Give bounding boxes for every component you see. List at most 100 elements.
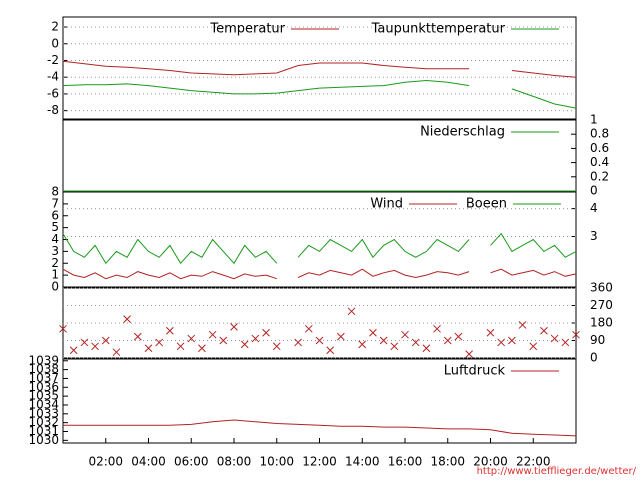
- y-tick-label: 4: [51, 232, 59, 246]
- scatter-point: [59, 324, 67, 333]
- y-tick-label: 7: [51, 196, 59, 210]
- x-tick-label: 14:00: [345, 455, 380, 469]
- y2-tick-label: 180: [590, 316, 613, 330]
- scatter-point: [272, 342, 281, 351]
- series-line: [62, 232, 577, 265]
- scatter-point: [166, 326, 174, 335]
- series-line: [62, 268, 577, 280]
- scatter-point: [518, 321, 527, 329]
- legend-label: Niederschlag: [420, 125, 505, 140]
- y-tick-label: -8: [47, 103, 59, 117]
- series-line: [63, 419, 577, 437]
- scatter-point: [529, 342, 538, 351]
- y-tick-label: 1032: [28, 415, 59, 429]
- y-tick-label: 1: [51, 268, 59, 282]
- scatter-point: [572, 330, 580, 339]
- scatter-point: [561, 338, 570, 347]
- y2-tick-label: 0.8: [590, 127, 609, 141]
- scatter-point: [208, 330, 217, 339]
- x-tick-label: 16:00: [388, 455, 423, 469]
- scatter-point: [187, 334, 196, 343]
- scatter-point: [422, 344, 431, 353]
- series-line: [62, 60, 577, 78]
- legend-label: Wind: [370, 197, 403, 212]
- scatter-point: [304, 324, 313, 333]
- scatter-point: [219, 336, 228, 345]
- y-tick-label: -2: [47, 53, 59, 67]
- y-tick-label: 3: [51, 244, 59, 258]
- x-tick-label: 02:00: [88, 455, 123, 469]
- y-tick-label: 1039: [28, 353, 59, 367]
- y-tick-label: 1030: [28, 433, 59, 447]
- scatter-point: [240, 340, 249, 349]
- y2-tick-label: 0.6: [590, 141, 609, 155]
- scatter-point: [337, 332, 345, 341]
- scatter-point: [347, 307, 356, 316]
- scatter-point: [198, 344, 206, 353]
- y2-tick-label: 4: [590, 201, 598, 215]
- y2-tick-label: 360: [590, 281, 613, 295]
- scatter-point: [465, 350, 473, 358]
- x-tick-label: 12:00: [302, 455, 337, 469]
- y2-tick-label: 3: [590, 229, 598, 243]
- y-tick-label: 1031: [28, 424, 59, 438]
- footer-link: http://www.tiefflieger.de/wetter/: [477, 466, 637, 477]
- x-tick-label: 18:00: [430, 455, 465, 469]
- scatter-point: [540, 326, 548, 335]
- y-tick-label: 1034: [28, 397, 59, 411]
- y-tick-label: 2: [51, 256, 59, 270]
- scatter-point: [155, 338, 164, 347]
- scatter-point: [369, 328, 377, 337]
- scatter-point: [486, 328, 495, 337]
- y-tick-label: 0: [51, 280, 59, 294]
- scatter-point: [251, 334, 260, 343]
- legend-label: Boeen: [466, 197, 507, 212]
- scatter-point: [443, 336, 452, 345]
- y-tick-label: 2: [51, 20, 59, 34]
- scatter-point: [315, 336, 324, 345]
- y-tick-label: -4: [47, 70, 59, 84]
- x-tick-label: 22:00: [516, 455, 551, 469]
- scatter-point: [133, 332, 142, 341]
- y2-tick-label: 270: [590, 298, 613, 312]
- scatter-point: [123, 315, 131, 323]
- x-tick-label: 20:00: [473, 455, 508, 469]
- x-tick-label: 08:00: [217, 455, 252, 469]
- scatter-point: [294, 338, 302, 347]
- y2-tick-label: 0: [590, 351, 598, 365]
- scatter-point: [112, 348, 121, 357]
- scatter-point: [176, 342, 185, 351]
- y-tick-label: 1038: [28, 362, 59, 376]
- legend-label: Temperatur: [209, 22, 285, 37]
- y2-tick-label: 0: [590, 184, 598, 198]
- scatter-point: [379, 336, 388, 345]
- scatter-point: [358, 340, 367, 349]
- scatter-point: [454, 332, 463, 341]
- series-line: [62, 79, 577, 109]
- y2-tick-label: 0.4: [590, 155, 609, 169]
- y-tick-label: 0: [51, 36, 59, 50]
- scatter-point: [80, 338, 89, 347]
- y-tick-label: 1036: [28, 380, 59, 394]
- y-tick-label: 6: [51, 208, 59, 222]
- y2-tick-label: 1: [590, 113, 598, 127]
- y-tick-label: 1037: [28, 371, 59, 385]
- y-tick-label: 5: [51, 220, 59, 234]
- x-tick-label: 10:00: [259, 455, 294, 469]
- scatter-point: [401, 330, 409, 339]
- legend-label: Luftdruck: [444, 364, 506, 379]
- scatter-point: [411, 338, 420, 347]
- scatter-point: [69, 346, 78, 355]
- y2-tick-label: 90: [590, 333, 605, 347]
- scatter-point: [508, 336, 516, 345]
- scatter-point: [390, 342, 399, 351]
- legend-label: Taupunkttemperatur: [371, 22, 506, 37]
- scatter-point: [326, 346, 335, 355]
- panel-frame: [62, 16, 577, 120]
- y2-tick-label: 0.2: [590, 169, 609, 183]
- scatter-point: [101, 336, 110, 345]
- scatter-point: [497, 338, 506, 347]
- y-tick-label: 1033: [28, 406, 59, 420]
